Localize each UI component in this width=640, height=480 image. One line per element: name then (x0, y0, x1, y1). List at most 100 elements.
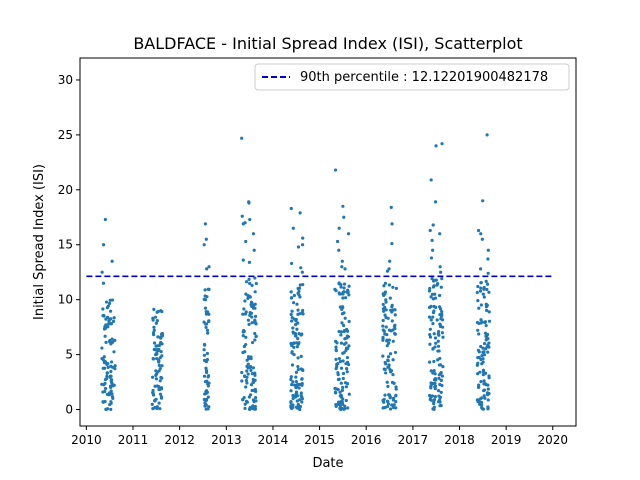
data-point (338, 292, 342, 296)
data-point (151, 375, 155, 379)
data-point (242, 307, 246, 311)
x-axis-ticks: 2010 2011 2012 2013 2014 2015 2016 2017 2018 2019… (71, 426, 568, 447)
data-point (241, 334, 245, 338)
data-point (394, 393, 398, 397)
data-point (334, 348, 338, 352)
data-point (384, 316, 388, 320)
data-point (436, 349, 440, 353)
data-point (429, 385, 433, 389)
data-point (243, 312, 248, 316)
data-point (391, 358, 395, 362)
data-point (428, 286, 432, 291)
data-point (341, 397, 345, 401)
data-point (155, 318, 159, 323)
data-point (253, 306, 257, 310)
data-point (104, 317, 108, 321)
data-point (441, 335, 445, 339)
data-point (204, 310, 208, 314)
data-point (296, 321, 300, 325)
data-point (251, 366, 256, 370)
data-point (109, 389, 113, 393)
data-point (477, 385, 481, 389)
data-point (381, 307, 386, 311)
data-point (337, 329, 341, 334)
data-point (341, 371, 346, 376)
data-point (158, 356, 162, 360)
data-point (113, 364, 117, 368)
data-point (250, 388, 254, 393)
data-point (248, 281, 252, 285)
data-point (343, 404, 347, 408)
data-point (340, 321, 344, 325)
data-point (384, 298, 388, 302)
data-point (296, 342, 300, 346)
data-point (240, 214, 244, 218)
y-tick-label: 0 (65, 403, 73, 417)
data-point (485, 282, 490, 286)
data-point (250, 340, 255, 345)
data-point (438, 382, 442, 387)
data-point (347, 362, 351, 367)
data-point (479, 286, 483, 290)
data-point (205, 379, 209, 383)
data-point (482, 350, 486, 354)
data-point (203, 298, 208, 302)
data-point (345, 370, 349, 374)
data-point (428, 342, 432, 346)
data-point (291, 326, 295, 330)
data-point (334, 402, 338, 407)
data-point (427, 289, 432, 293)
data-point (383, 290, 387, 294)
data-point (206, 407, 210, 411)
y-tick-label: 10 (58, 293, 73, 307)
data-point (151, 388, 155, 393)
chart-title: BALDFACE - Initial Spread Index (ISI), S… (133, 34, 522, 53)
data-point (295, 302, 299, 306)
data-point (479, 303, 483, 307)
data-point (438, 293, 442, 298)
data-point (100, 382, 104, 386)
data-point (428, 333, 432, 337)
data-point (102, 355, 106, 359)
data-point (243, 402, 247, 406)
data-point (391, 339, 395, 343)
data-point (432, 284, 436, 288)
data-point (111, 396, 115, 400)
data-point (111, 319, 116, 324)
data-point (337, 377, 341, 381)
data-point (436, 358, 440, 362)
data-point (291, 403, 295, 407)
data-point (291, 331, 296, 335)
data-point (204, 391, 208, 395)
data-point (202, 353, 207, 357)
x-tick-label: 2015 (304, 433, 335, 447)
data-point (484, 323, 488, 328)
data-point (152, 333, 156, 337)
data-point (207, 312, 211, 316)
data-point (240, 136, 244, 140)
data-point (254, 334, 258, 338)
data-point (478, 370, 482, 374)
data-point (296, 337, 300, 341)
data-point (341, 376, 345, 381)
data-point (106, 325, 110, 329)
data-point (202, 342, 207, 347)
y-axis-label: Initial Spread Index (ISI) (32, 164, 47, 320)
data-point (108, 402, 112, 407)
data-point (300, 332, 304, 336)
data-point (110, 259, 114, 263)
data-point (203, 306, 208, 310)
data-point (101, 358, 105, 362)
data-point (393, 331, 397, 336)
data-point (386, 359, 390, 363)
data-point (436, 281, 440, 286)
data-point (431, 223, 435, 227)
data-point (154, 372, 158, 376)
data-point (431, 347, 435, 351)
data-point (155, 384, 159, 388)
data-point (394, 399, 398, 404)
data-point (440, 277, 444, 281)
data-point (437, 373, 441, 377)
data-point (335, 239, 340, 244)
data-point (289, 389, 293, 393)
